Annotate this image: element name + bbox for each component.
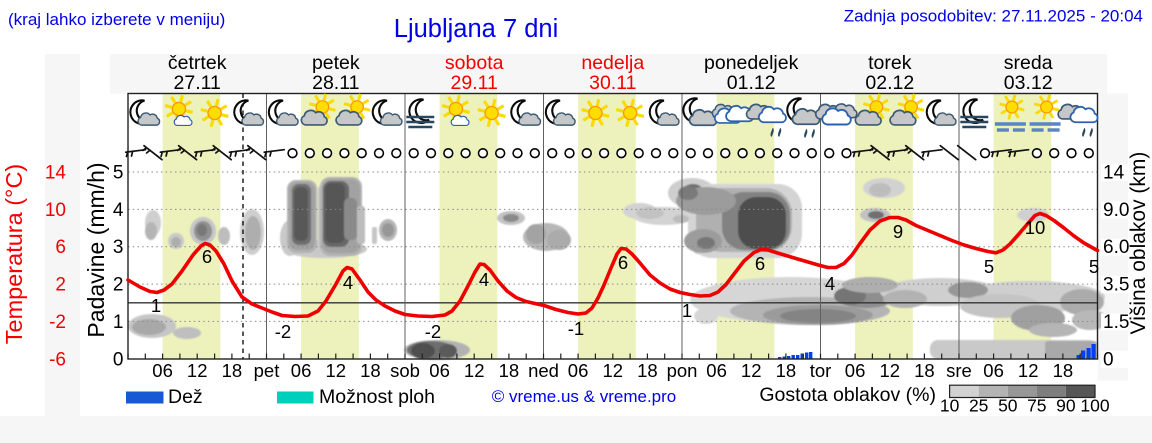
svg-text:5: 5: [984, 256, 994, 277]
svg-text:(kraj lahko izberete v meniju): (kraj lahko izberete v meniju): [8, 10, 225, 29]
svg-text:12: 12: [464, 360, 485, 381]
svg-text:ponedeljek: ponedeljek: [704, 52, 799, 74]
svg-text:Zadnja posodobitev: 27.11.2025: Zadnja posodobitev: 27.11.2025 - 20:04: [844, 7, 1143, 26]
svg-text:2: 2: [113, 275, 124, 296]
svg-text:18: 18: [914, 360, 935, 381]
svg-text:100: 100: [1080, 396, 1109, 416]
svg-text:-2: -2: [425, 321, 441, 342]
svg-text:28.11: 28.11: [312, 72, 359, 94]
svg-text:6.0: 6.0: [1103, 237, 1129, 258]
svg-text:1: 1: [113, 312, 124, 333]
svg-text:-1: -1: [568, 318, 584, 339]
svg-text:6: 6: [202, 246, 212, 267]
svg-text:01.12: 01.12: [727, 72, 776, 94]
svg-text:Dež: Dež: [168, 386, 203, 408]
svg-text:6: 6: [618, 252, 628, 273]
svg-text:06: 06: [568, 360, 589, 381]
svg-text:6: 6: [755, 253, 765, 274]
svg-text:torek: torek: [868, 52, 912, 74]
svg-text:Ljubljana 7 dni: Ljubljana 7 dni: [394, 15, 558, 43]
svg-text:2: 2: [55, 275, 66, 296]
svg-text:30.11: 30.11: [589, 72, 636, 94]
svg-text:18: 18: [222, 360, 243, 381]
svg-text:0: 0: [113, 349, 124, 370]
svg-text:tor: tor: [810, 360, 832, 381]
svg-text:18: 18: [360, 360, 381, 381]
svg-text:4: 4: [479, 269, 489, 290]
svg-text:1: 1: [151, 295, 161, 316]
svg-text:06: 06: [706, 360, 727, 381]
svg-text:90: 90: [1056, 396, 1076, 416]
svg-text:-6: -6: [49, 349, 66, 370]
svg-text:-2: -2: [49, 312, 66, 333]
svg-text:06: 06: [845, 360, 866, 381]
svg-text:06: 06: [152, 360, 173, 381]
svg-text:75: 75: [1027, 396, 1046, 416]
svg-text:1: 1: [682, 300, 692, 321]
svg-text:9.0: 9.0: [1103, 200, 1129, 221]
svg-text:18: 18: [637, 360, 658, 381]
svg-text:ned: ned: [528, 360, 559, 381]
svg-text:4: 4: [113, 200, 124, 221]
svg-text:4: 4: [825, 273, 835, 294]
svg-text:10: 10: [940, 396, 960, 416]
svg-text:pet: pet: [254, 360, 280, 381]
svg-text:18: 18: [499, 360, 520, 381]
svg-text:10: 10: [45, 200, 66, 221]
svg-text:sob: sob: [390, 360, 420, 381]
svg-text:14: 14: [1103, 163, 1125, 184]
svg-text:12: 12: [187, 360, 208, 381]
svg-text:Padavine (mm/h): Padavine (mm/h): [83, 162, 109, 337]
svg-text:© vreme.us & vreme.pro: © vreme.us & vreme.pro: [492, 387, 676, 406]
svg-text:06: 06: [983, 360, 1004, 381]
svg-text:50: 50: [998, 396, 1018, 416]
svg-text:29.11: 29.11: [451, 72, 498, 94]
svg-text:Možnost ploh: Možnost ploh: [319, 386, 435, 408]
svg-text:1.5: 1.5: [1103, 312, 1129, 333]
svg-text:12: 12: [880, 360, 901, 381]
svg-text:18: 18: [1053, 360, 1074, 381]
svg-text:sre: sre: [946, 360, 972, 381]
svg-text:02.12: 02.12: [865, 72, 914, 94]
svg-text:12: 12: [603, 360, 624, 381]
svg-text:nedelja: nedelja: [581, 52, 644, 74]
svg-text:6: 6: [55, 237, 66, 258]
svg-text:12: 12: [326, 360, 347, 381]
svg-text:sobota: sobota: [445, 52, 504, 74]
svg-text:Gostota oblakov (%): Gostota oblakov (%): [759, 384, 936, 406]
svg-text:5: 5: [1089, 256, 1099, 277]
svg-text:06: 06: [291, 360, 312, 381]
svg-text:10: 10: [1025, 217, 1046, 238]
svg-text:petek: petek: [312, 52, 360, 74]
svg-text:14: 14: [45, 163, 67, 184]
svg-text:četrtek: četrtek: [168, 52, 227, 74]
svg-text:12: 12: [741, 360, 762, 381]
svg-text:pon: pon: [667, 360, 698, 381]
svg-text:3.5: 3.5: [1103, 275, 1129, 296]
svg-text:03.12: 03.12: [1004, 72, 1053, 94]
svg-text:Temperatura (°C): Temperatura (°C): [1, 164, 27, 344]
svg-text:-2: -2: [275, 321, 291, 342]
svg-text:4: 4: [343, 272, 353, 293]
svg-text:9: 9: [893, 221, 903, 242]
svg-text:12: 12: [1018, 360, 1039, 381]
svg-text:18: 18: [776, 360, 797, 381]
svg-text:Višina oblakov (km): Višina oblakov (km): [1127, 152, 1150, 335]
svg-text:5: 5: [113, 163, 124, 184]
svg-text:sreda: sreda: [1004, 52, 1053, 74]
svg-text:25: 25: [969, 396, 988, 416]
svg-text:0: 0: [1103, 349, 1114, 370]
svg-text:27.11: 27.11: [174, 72, 221, 94]
svg-text:3: 3: [113, 237, 124, 258]
svg-text:06: 06: [429, 360, 450, 381]
